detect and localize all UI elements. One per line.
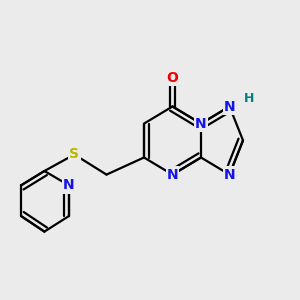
Text: N: N — [195, 117, 207, 130]
Text: N: N — [224, 168, 235, 182]
Text: N: N — [224, 100, 235, 113]
Text: N: N — [167, 168, 178, 182]
Text: N: N — [63, 178, 75, 192]
Text: S: S — [69, 148, 80, 161]
Text: O: O — [167, 71, 178, 85]
Text: H: H — [244, 92, 254, 106]
